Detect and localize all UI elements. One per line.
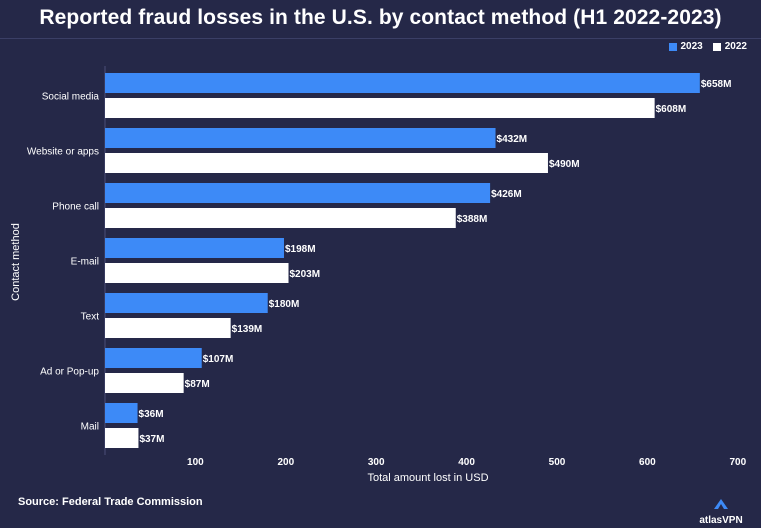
bar-2023-website-or-apps <box>105 128 496 148</box>
chart-title: Reported fraud losses in the U.S. by con… <box>39 6 722 29</box>
atlasvpn-logo-icon <box>714 499 728 509</box>
source-note: Source: Federal Trade Commission <box>18 496 203 508</box>
legend-swatch-2023 <box>668 42 677 51</box>
data-label-2023-phone-call: $426M <box>491 189 522 200</box>
category-label-text: Text <box>81 312 100 323</box>
title-divider <box>0 38 761 39</box>
bar-2022-mail <box>105 428 139 448</box>
x-tick-label-100: 100 <box>187 457 204 468</box>
data-label-2022-phone-call: $388M <box>457 214 488 225</box>
bar-2023-e-mail <box>105 238 284 258</box>
bar-2023-mail <box>105 403 138 423</box>
legend: 2023 2022 <box>668 41 747 52</box>
x-axis-title: Total amount lost in USD <box>367 472 489 484</box>
data-label-2022-mail: $37M <box>139 434 164 445</box>
y-axis-title: Contact method <box>10 223 22 301</box>
data-label-2023-ad-or-pop-up: $107M <box>203 354 234 365</box>
bar-2022-social-media <box>105 98 655 118</box>
legend-item-2022: 2022 <box>712 41 747 52</box>
legend-label-2022: 2022 <box>724 41 747 52</box>
brand-logo: atlasVPN <box>697 496 745 526</box>
x-tick-label-500: 500 <box>549 457 566 468</box>
x-tick-label-400: 400 <box>458 457 475 468</box>
data-label-2022-text: $139M <box>232 324 263 335</box>
x-tick-label-700: 700 <box>729 457 746 468</box>
x-tick-label-200: 200 <box>277 457 294 468</box>
bar-2023-social-media <box>105 73 700 93</box>
brand-name: atlasVPN <box>699 515 743 526</box>
data-label-2022-website-or-apps: $490M <box>549 159 580 170</box>
bar-2022-ad-or-pop-up <box>105 373 184 393</box>
x-tick-label-300: 300 <box>368 457 385 468</box>
data-label-2023-text: $180M <box>269 299 300 310</box>
legend-item-2023: 2023 <box>668 41 703 52</box>
category-label-social-media: Social media <box>42 92 100 103</box>
bar-2022-phone-call <box>105 208 456 228</box>
category-label-e-mail: E-mail <box>71 257 99 268</box>
bar-2023-ad-or-pop-up <box>105 348 202 368</box>
data-label-2023-social-media: $658M <box>701 79 732 90</box>
category-label-phone-call: Phone call <box>52 202 99 213</box>
x-tick-label-600: 600 <box>639 457 656 468</box>
bar-2023-text <box>105 293 268 313</box>
data-label-2022-social-media: $608M <box>656 104 687 115</box>
data-label-2022-ad-or-pop-up: $87M <box>185 379 210 390</box>
category-label-ad-or-pop-up: Ad or Pop-up <box>40 367 99 378</box>
bar-2022-e-mail <box>105 263 289 283</box>
data-label-2023-e-mail: $198M <box>285 244 316 255</box>
legend-swatch-2022 <box>712 42 721 51</box>
legend-label-2023: 2023 <box>680 41 703 52</box>
category-label-mail: Mail <box>81 422 99 433</box>
data-label-2023-mail: $36M <box>139 409 164 420</box>
bar-2023-phone-call <box>105 183 491 203</box>
bar-2022-website-or-apps <box>105 153 548 173</box>
category-label-website-or-apps: Website or apps <box>27 147 99 158</box>
data-label-2022-e-mail: $203M <box>290 269 321 280</box>
data-label-2023-website-or-apps: $432M <box>497 134 528 145</box>
bar-2022-text <box>105 318 231 338</box>
